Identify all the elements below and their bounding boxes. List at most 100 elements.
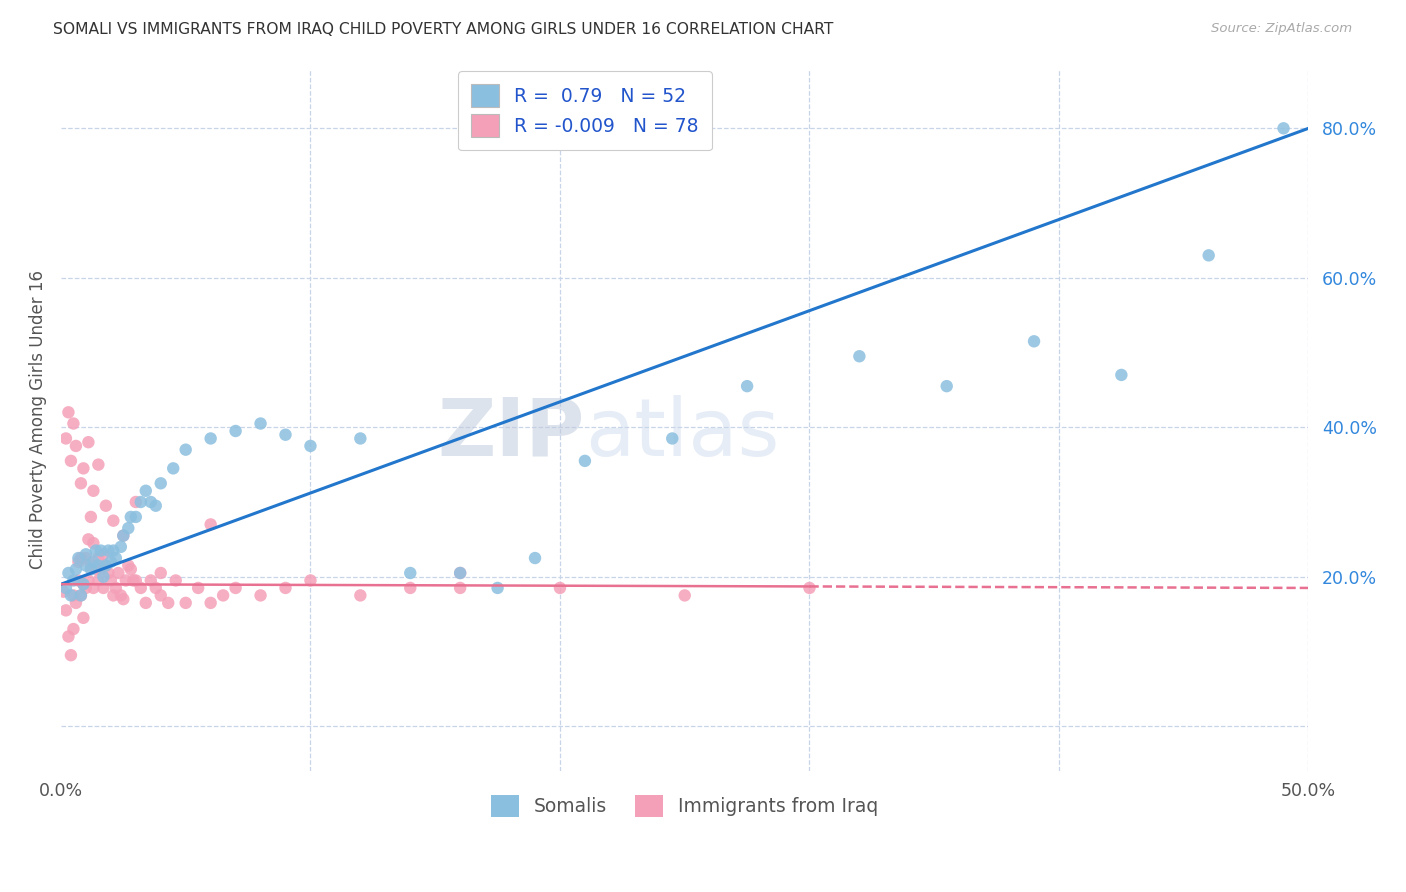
Immigrants from Iraq	[70, 588, 93, 602]
Immigrants from Iraq	[80, 558, 103, 573]
Somalis	[1272, 121, 1295, 136]
Immigrants from Iraq	[65, 596, 87, 610]
Immigrants from Iraq	[94, 558, 117, 573]
Somalis	[399, 566, 422, 580]
Text: atlas: atlas	[585, 395, 779, 473]
Immigrants from Iraq	[82, 483, 104, 498]
Immigrants from Iraq	[200, 517, 222, 532]
Somalis	[104, 551, 127, 566]
Immigrants from Iraq	[103, 514, 125, 528]
Immigrants from Iraq	[82, 536, 104, 550]
Immigrants from Iraq	[77, 574, 100, 588]
Immigrants from Iraq	[125, 574, 148, 588]
Somalis	[90, 543, 112, 558]
Somalis	[1022, 334, 1045, 349]
Immigrants from Iraq	[59, 454, 82, 468]
Immigrants from Iraq	[165, 574, 187, 588]
Immigrants from Iraq	[80, 510, 103, 524]
Immigrants from Iraq	[449, 581, 471, 595]
Somalis	[120, 510, 142, 524]
Immigrants from Iraq	[75, 581, 97, 595]
Somalis	[174, 442, 197, 457]
Immigrants from Iraq	[58, 405, 80, 419]
Immigrants from Iraq	[673, 588, 696, 602]
Somalis	[486, 581, 509, 595]
Immigrants from Iraq	[58, 630, 80, 644]
Somalis	[449, 566, 471, 580]
Immigrants from Iraq	[72, 461, 94, 475]
Immigrants from Iraq	[62, 417, 84, 431]
Somalis	[145, 499, 167, 513]
Immigrants from Iraq	[200, 596, 222, 610]
Somalis	[349, 432, 371, 446]
Immigrants from Iraq	[117, 558, 139, 573]
Immigrants from Iraq	[274, 581, 297, 595]
Somalis	[848, 349, 870, 363]
Immigrants from Iraq	[129, 581, 152, 595]
Immigrants from Iraq	[103, 588, 125, 602]
Immigrants from Iraq	[72, 577, 94, 591]
Somalis	[93, 570, 115, 584]
Y-axis label: Child Poverty Among Girls Under 16: Child Poverty Among Girls Under 16	[30, 270, 46, 569]
Somalis	[62, 574, 84, 588]
Somalis	[87, 558, 110, 573]
Immigrants from Iraq	[67, 574, 90, 588]
Somalis	[117, 521, 139, 535]
Immigrants from Iraq	[349, 588, 371, 602]
Immigrants from Iraq	[97, 566, 120, 580]
Somalis	[735, 379, 758, 393]
Somalis	[55, 581, 77, 595]
Immigrants from Iraq	[139, 574, 162, 588]
Somalis	[299, 439, 322, 453]
Somalis	[1198, 248, 1220, 262]
Text: SOMALI VS IMMIGRANTS FROM IRAQ CHILD POVERTY AMONG GIRLS UNDER 16 CORRELATION CH: SOMALI VS IMMIGRANTS FROM IRAQ CHILD POV…	[53, 22, 834, 37]
Somalis	[100, 555, 122, 569]
Somalis	[84, 543, 107, 558]
Immigrants from Iraq	[77, 435, 100, 450]
Immigrants from Iraq	[87, 551, 110, 566]
Somalis	[135, 483, 157, 498]
Somalis	[103, 543, 125, 558]
Immigrants from Iraq	[77, 533, 100, 547]
Somalis	[65, 562, 87, 576]
Immigrants from Iraq	[299, 574, 322, 588]
Immigrants from Iraq	[135, 596, 157, 610]
Somalis	[67, 551, 90, 566]
Immigrants from Iraq	[100, 574, 122, 588]
Immigrants from Iraq	[212, 588, 235, 602]
Somalis	[110, 540, 132, 554]
Immigrants from Iraq	[249, 588, 271, 602]
Somalis	[935, 379, 957, 393]
Somalis	[75, 547, 97, 561]
Immigrants from Iraq	[55, 603, 77, 617]
Immigrants from Iraq	[70, 476, 93, 491]
Somalis	[59, 588, 82, 602]
Immigrants from Iraq	[112, 592, 135, 607]
Immigrants from Iraq	[149, 588, 172, 602]
Immigrants from Iraq	[72, 611, 94, 625]
Somalis	[149, 476, 172, 491]
Legend: Somalis, Immigrants from Iraq: Somalis, Immigrants from Iraq	[484, 787, 886, 825]
Somalis	[162, 461, 184, 475]
Immigrants from Iraq	[104, 581, 127, 595]
Somalis	[524, 551, 547, 566]
Somalis	[200, 432, 222, 446]
Immigrants from Iraq	[799, 581, 821, 595]
Somalis	[249, 417, 271, 431]
Immigrants from Iraq	[82, 581, 104, 595]
Somalis	[72, 577, 94, 591]
Immigrants from Iraq	[149, 566, 172, 580]
Text: Source: ZipAtlas.com: Source: ZipAtlas.com	[1212, 22, 1353, 36]
Somalis	[1111, 368, 1133, 382]
Immigrants from Iraq	[55, 432, 77, 446]
Immigrants from Iraq	[75, 551, 97, 566]
Somalis	[139, 495, 162, 509]
Somalis	[129, 495, 152, 509]
Somalis	[97, 543, 120, 558]
Immigrants from Iraq	[145, 581, 167, 595]
Immigrants from Iraq	[70, 551, 93, 566]
Somalis	[225, 424, 247, 438]
Immigrants from Iraq	[52, 584, 75, 599]
Somalis	[112, 528, 135, 542]
Immigrants from Iraq	[93, 547, 115, 561]
